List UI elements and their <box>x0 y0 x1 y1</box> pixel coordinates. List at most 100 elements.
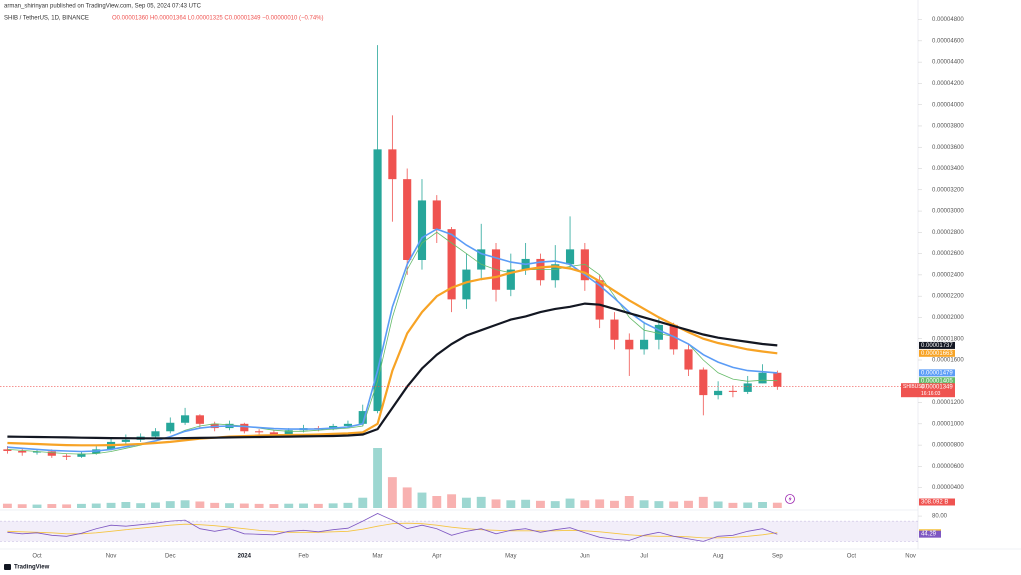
volume-bar <box>47 504 57 508</box>
candle-body <box>684 349 693 370</box>
volume-bar <box>506 500 516 508</box>
volume-bar <box>76 503 86 508</box>
y-tick-label: 0.00002600 <box>932 251 964 257</box>
volume-bar <box>121 502 131 508</box>
rsi-line <box>7 513 778 542</box>
x-tick-label: Oct <box>847 554 857 560</box>
volume-bar <box>299 503 308 508</box>
price-tag <box>919 349 955 357</box>
candle-body <box>654 324 663 340</box>
volume-tag-label: 308.092 B <box>921 500 948 506</box>
volume-bar <box>195 501 205 508</box>
volume-bar <box>698 496 708 508</box>
rsi-tick-label: 80.00 <box>932 514 948 520</box>
y-tick-label: 0.00003000 <box>932 209 964 215</box>
rsi-tag <box>919 530 941 538</box>
volume-bar <box>432 496 442 508</box>
symbol-tag <box>901 383 955 398</box>
candle-body <box>551 264 560 281</box>
candle-body <box>595 280 604 320</box>
candle-body <box>743 383 752 392</box>
published-note: arman_shirinyan published on TradingView… <box>4 4 202 10</box>
volume-bar <box>180 500 190 508</box>
volume-bar <box>2 503 12 508</box>
candle-body <box>373 149 382 412</box>
brand-logo <box>4 564 11 570</box>
volume-bar <box>713 501 723 508</box>
volume-bar <box>772 502 782 508</box>
x-tick-label: Nov <box>905 554 916 560</box>
x-tick-label: Jul <box>640 554 648 560</box>
volume-bar <box>595 499 605 508</box>
brand-name: TradingView <box>14 565 50 571</box>
volume-bar <box>313 503 323 508</box>
volume-bar <box>373 448 383 508</box>
volume-bar <box>284 503 294 508</box>
y-tick-label: 0.00003200 <box>932 187 964 193</box>
candle-body <box>47 451 56 456</box>
candle-body <box>477 249 486 270</box>
volume-bar <box>580 500 590 508</box>
x-tick-label: Aug <box>713 554 724 560</box>
volume-bar <box>165 501 175 508</box>
candle-body <box>3 449 12 451</box>
candle-body <box>358 411 367 424</box>
x-tick-label: Sep <box>772 554 783 560</box>
volume-bar <box>535 500 545 508</box>
candle-body <box>580 249 589 281</box>
candle-body <box>462 269 471 300</box>
volume-bar <box>62 504 72 508</box>
candle-body <box>343 423 353 426</box>
volume-bar <box>151 502 160 508</box>
volume-bar <box>565 498 575 508</box>
y-tick-label: 0.00001800 <box>932 336 964 342</box>
candle-body <box>432 200 441 230</box>
y-tick-label: 0.00004600 <box>932 38 964 44</box>
x-tick-label: Oct <box>32 554 42 560</box>
volume-bar <box>521 499 531 508</box>
price-tag <box>919 377 955 385</box>
volume-bar <box>461 497 471 508</box>
x-tick-label: Nov <box>106 554 117 560</box>
candle-body <box>625 339 634 350</box>
candle-body <box>565 249 575 265</box>
candle-body <box>417 200 427 260</box>
candle-body <box>77 453 86 457</box>
volume-bar <box>417 492 427 508</box>
ohlc-readout: O0.00001360 H0.00001364 L0.00001325 C0.0… <box>112 16 324 22</box>
price-tag-label: 0.00001663 <box>921 351 953 357</box>
x-tick-label: Apr <box>432 554 441 560</box>
candle-body <box>195 415 204 424</box>
volume-bar <box>91 503 101 508</box>
y-tick-label: 0.00002200 <box>932 294 964 300</box>
volume-bar <box>358 497 368 508</box>
volume-bar <box>684 500 693 508</box>
volume-bar <box>624 496 634 508</box>
volume-bar <box>106 502 116 508</box>
candle-body <box>640 339 649 350</box>
volume-bar <box>387 477 397 508</box>
y-tick-label: 0.00001600 <box>932 358 964 364</box>
candle-body <box>699 369 708 396</box>
candle-body <box>506 269 515 290</box>
x-tick-label: Mar <box>372 554 382 560</box>
y-tick-label: 0.00002400 <box>932 272 964 278</box>
y-tick-label: 0.00001200 <box>932 400 964 406</box>
candle-body <box>284 430 293 435</box>
volume-bar <box>269 504 279 508</box>
event-icon-bolt <box>788 496 792 502</box>
volume-bar <box>743 502 753 508</box>
volume-bar <box>210 502 220 508</box>
y-tick-label: 0.00000600 <box>932 464 964 470</box>
y-tick-label: 0.00004000 <box>932 102 964 108</box>
moving-average <box>7 302 778 440</box>
price-tag <box>919 369 955 377</box>
moving-average <box>7 265 778 447</box>
candle-body <box>773 372 782 387</box>
volume-bar <box>328 503 338 508</box>
volume-bar <box>491 499 501 508</box>
x-tick-label: Feb <box>298 554 309 560</box>
volume-bar <box>476 496 486 508</box>
volume-bar <box>32 504 42 508</box>
